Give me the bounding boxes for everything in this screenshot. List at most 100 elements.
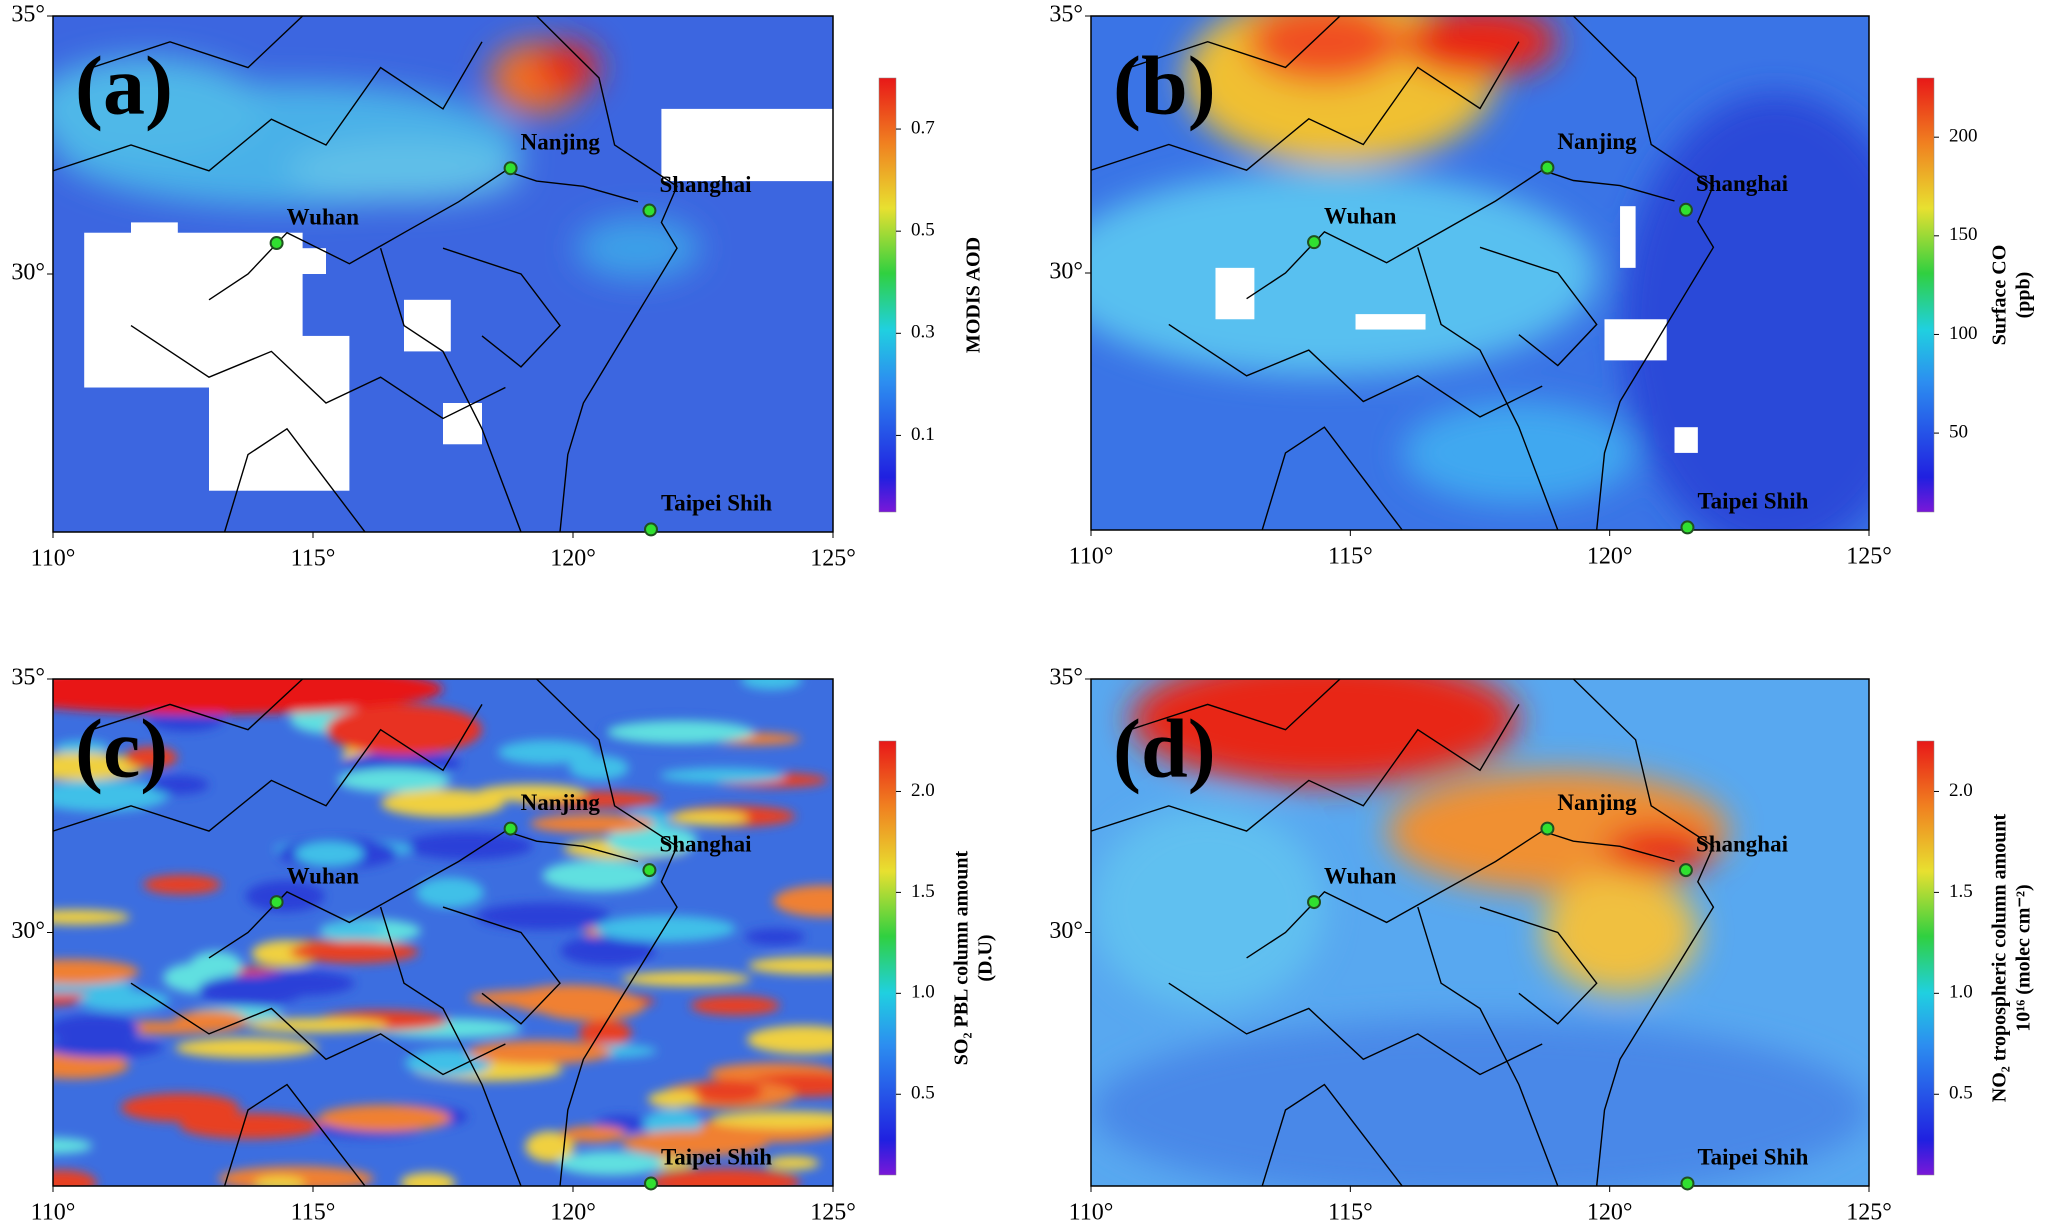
x-tick-label: 110° (1069, 1200, 1114, 1226)
field-blob (289, 940, 419, 964)
boundary (1261, 426, 1403, 530)
field-blob (1542, 871, 1698, 994)
map-panel: (a) 110° 115° 120° 125° 30° 35° Nanjing Shanghai… (11, 2, 984, 572)
field-blob (337, 768, 451, 793)
colorbar (878, 740, 897, 1176)
field-blob (476, 902, 612, 930)
field-blob (415, 877, 484, 908)
x-tick-label: 125° (810, 546, 856, 572)
missing-data (131, 222, 178, 264)
field-blob (53, 779, 169, 812)
map-panel: (d) 110° 115° 120° 125° 30° 35° Nanjing Shanghai… (1049, 665, 2035, 1226)
city-marker (1680, 520, 1695, 535)
boundary (1168, 982, 1543, 1076)
panel-label: (b) (1113, 39, 1216, 132)
boundary (1261, 1083, 1403, 1186)
map-panel: (b) 110° 115° 120° 125° 30° 35° Nanjing Shanghai… (1049, 2, 2035, 570)
missing-data (404, 299, 451, 352)
city-label: Shanghai (1696, 831, 1789, 856)
y-tick-label: 30° (11, 918, 45, 944)
x-tick-label: 115° (291, 1200, 336, 1226)
field-blob (400, 1172, 456, 1186)
x-tick-label: 110° (31, 1200, 76, 1226)
field-blob (744, 928, 805, 946)
field-blob (1620, 93, 1869, 530)
field-blob (174, 1010, 248, 1032)
colorbar-label: (ppb) (2013, 272, 2035, 319)
colorbar (1916, 77, 1935, 513)
y-tick-label: 30° (1049, 918, 1083, 944)
city-label: Shanghai (1696, 171, 1789, 196)
field-blob (525, 1131, 575, 1162)
x-tick-label: 125° (1846, 544, 1892, 570)
field-blob (594, 915, 736, 942)
field-blob (53, 1137, 93, 1155)
boundary (130, 982, 506, 1076)
field-blob (53, 959, 139, 985)
boundary (1091, 704, 1520, 832)
field-blob (690, 995, 780, 1016)
field-blob (317, 1104, 452, 1132)
city-label: Taipei Shih (661, 1145, 772, 1170)
field-blob (560, 935, 656, 966)
city-label: Nanjing (521, 790, 601, 815)
boundary (1417, 906, 1559, 1186)
city-label: Taipei Shih (661, 491, 772, 516)
field-blobs (53, 679, 833, 1186)
colorbar-tick-label: 0.5 (911, 220, 935, 241)
field-blob (380, 789, 505, 818)
field-blob (557, 1151, 664, 1176)
city-label: Nanjing (1557, 790, 1637, 815)
field-blob (529, 814, 655, 834)
city-marker (503, 821, 518, 836)
field-blob (53, 1051, 129, 1079)
boundary (53, 704, 483, 832)
x-tick-label: 115° (291, 546, 336, 572)
field-blob (497, 740, 595, 765)
missing-data (1604, 319, 1667, 361)
boundary (1246, 830, 1675, 959)
field-blob (53, 57, 264, 161)
y-tick-label: 30° (1049, 259, 1083, 285)
field-blob (53, 679, 443, 715)
city-label: Nanjing (1557, 129, 1637, 154)
field-blobs (1091, 679, 1869, 1186)
field (53, 16, 833, 532)
missing-data (209, 335, 350, 491)
city-label: Taipei Shih (1697, 1145, 1808, 1170)
field-blob (53, 1015, 140, 1044)
field-blob (649, 1168, 801, 1186)
y-tick-label: 35° (11, 2, 45, 28)
boundary (442, 247, 561, 368)
city-marker (1307, 235, 1322, 250)
boundary (1479, 906, 1598, 1025)
city-label: Wuhan (1324, 203, 1397, 228)
boundary (1129, 16, 1341, 69)
field-blob (569, 755, 629, 781)
field-blob (175, 1037, 319, 1059)
colorbar-label: NO₂ tropospheric column amount (1989, 813, 2011, 1102)
boundary (1246, 169, 1675, 300)
boundary (208, 170, 639, 301)
field-blob (324, 922, 385, 937)
field-blob (747, 1025, 833, 1054)
field-blob (341, 751, 461, 775)
field-blob (149, 775, 209, 795)
field-blob (1246, 16, 1403, 83)
field-blob (120, 1093, 240, 1122)
field-blob (575, 217, 701, 280)
city-marker (1307, 895, 1322, 910)
missing-data (1674, 427, 1698, 453)
field-blobs (53, 41, 701, 280)
field-blob (606, 825, 698, 856)
boundary (130, 325, 506, 420)
field (53, 679, 833, 1186)
boundary (379, 247, 522, 532)
field-blob (607, 720, 755, 744)
colorbar-label: 10¹⁶ (molec cm⁻²) (2013, 884, 2035, 1031)
field-blob (78, 989, 170, 1012)
city-label: Wuhan (1324, 863, 1397, 888)
x-tick-label: 115° (1328, 1200, 1373, 1226)
